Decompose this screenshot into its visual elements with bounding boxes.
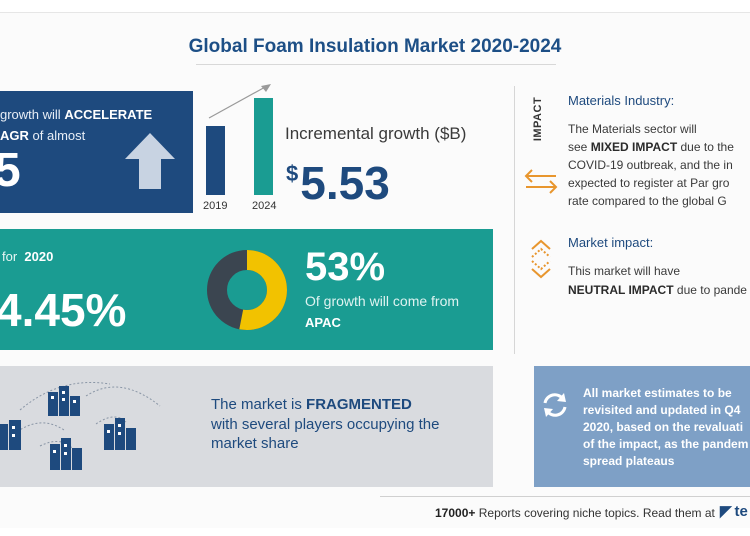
mixed-impact-label: MIXED IMPACT [590,140,678,154]
yoy-panel: for 2020 4.45% 53% Of growth will come f… [0,229,493,350]
estimates-line-2: revisited and updated in Q4 [583,403,741,417]
bar-label-2024: 2024 [252,200,277,212]
materials-line-4: expected to register at Par gro [568,176,730,190]
apac-percent: 53% [305,245,386,289]
up-down-arrows-icon [531,239,551,279]
materials-line-1: The Materials sector will [568,122,697,136]
up-arrow-icon [125,133,175,189]
footer-text: 17000+ Reports covering niche topics. Re… [435,506,715,520]
donut-apac-share [207,250,287,330]
yoy-prefix: for [2,249,18,264]
apac-growth-text: Of growth will come from [305,293,460,309]
growth-line-1: growth will ACCELERATE [0,107,152,122]
report-count: 17000+ [435,506,476,520]
logo-mark-icon: ◤ [720,503,732,520]
accelerate-label: ACCELERATE [64,107,153,122]
materials-heading: Materials Industry: [568,93,675,108]
bar-2019 [206,126,225,195]
estimates-line-4: of the impact, as the pandem [583,437,749,451]
market-l2-suffix: due to pande [676,283,747,297]
materials-line-2: see MIXED IMPACT due to the [568,140,734,154]
footer-caption: Reports covering niche topics. Read them… [478,506,715,520]
growth-panel: growth will ACCELERATE AGR of almost 5 [0,91,193,213]
fragmented-panel: The market is FRAGMENTED with several pl… [0,366,493,487]
estimates-line-3: 2020, based on the revaluati [583,420,744,434]
market-impact-heading: Market impact: [568,235,654,250]
impact-vertical-label: IMPACT [526,95,554,155]
yoy-rate: 4.45% [0,284,127,336]
title-divider [196,64,556,65]
column-divider [514,86,515,354]
fragmented-line-1: The market is FRAGMENTED [211,396,412,413]
materials-l2-suffix: due to the [680,140,734,154]
growth-line-2: AGR of almost [0,128,85,143]
incremental-growth-label: Incremental growth ($B) [285,124,467,143]
fragmented-line-2: with several players occupying the [211,416,440,433]
yoy-year: 2020 [24,249,54,264]
materials-line-5: rate compared to the global G [568,194,727,208]
trend-arrow-icon [208,84,271,119]
bar-label-2019: 2019 [203,200,228,212]
incremental-growth-value: $5.53 [286,145,390,212]
growth-bars: 2019 2024 [200,80,280,220]
bar-2024 [254,98,273,195]
market-impact-line-1: This market will have [568,264,681,278]
two-way-arrows-icon [524,169,558,194]
fragmented-line-3: market share [211,435,299,452]
refresh-icon [543,393,567,417]
estimates-panel: All market estimates to be revisited and… [534,366,750,487]
estimates-line-1: All market estimates to be [583,386,732,400]
growth-line-2-suffix: of almost [32,128,86,143]
cagr-label: AGR [0,128,29,143]
yoy-label: for 2020 [2,249,53,264]
growth-line-1-prefix: growth will [0,107,61,122]
donut-hole [233,276,261,304]
impact-label-text: IMPACT [532,96,545,142]
currency-symbol: $ [286,161,299,186]
buildings-network-icon [0,381,161,470]
estimates-line-5: spread plateaus [583,454,675,468]
cagr-value-fragment: 5 [0,144,21,197]
neutral-impact-label: NEUTRAL IMPACT [568,283,674,297]
apac-region: APAC [305,315,341,330]
footer-divider [380,496,750,497]
market-impact-line-2: NEUTRAL IMPACT due to pande [568,283,747,297]
materials-l2-prefix: see [568,140,588,154]
fragmented-keyword: FRAGMENTED [306,396,412,413]
incremental-value-number: 5.53 [300,157,390,209]
materials-line-3: COVID-19 outbreak, and the in [568,158,733,172]
page-title: Global Foam Insulation Market 2020-2024 [188,36,562,57]
logo-text: te [734,503,748,520]
brand-logo[interactable]: ◤ te [720,502,748,520]
fragmented-prefix: The market is [211,396,302,413]
apac-donut-chart [207,250,287,330]
